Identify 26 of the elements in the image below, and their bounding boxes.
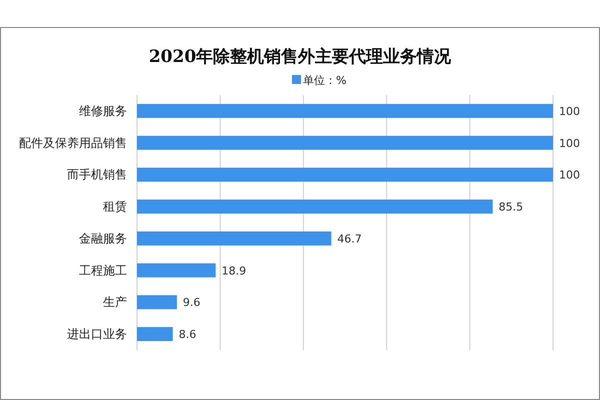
data-label: 100 (559, 136, 580, 150)
bar (137, 200, 493, 214)
data-label: 46.7 (337, 232, 362, 246)
bar (137, 263, 216, 278)
data-label: 9.6 (182, 296, 200, 310)
bar (137, 231, 332, 246)
y-tick-label: 而手机销售 (67, 168, 127, 182)
y-tick-label: 金融服务 (79, 231, 127, 246)
y-tick-label: 配件及保养用品销售 (19, 136, 127, 150)
legend-label: 单位：% (303, 74, 346, 87)
bar (137, 136, 553, 150)
y-tick-label: 进出口业务 (67, 327, 127, 342)
bar (137, 295, 177, 310)
y-tick-label: 工程施工 (79, 263, 127, 278)
y-tick-label: 租赁 (103, 200, 127, 214)
bar (137, 104, 553, 118)
chart-title: 2020年除整机销售外主要代理业务情况 (148, 47, 452, 67)
y-tick-label: 维修服务 (79, 104, 127, 118)
data-label: 100 (559, 104, 580, 118)
bar (137, 327, 173, 342)
bar (137, 168, 553, 182)
data-label: 8.6 (178, 328, 196, 342)
data-label: 100 (559, 168, 580, 182)
y-tick-label: 生产 (103, 295, 127, 310)
data-label: 85.5 (498, 200, 524, 214)
data-label: 18.9 (222, 264, 246, 278)
